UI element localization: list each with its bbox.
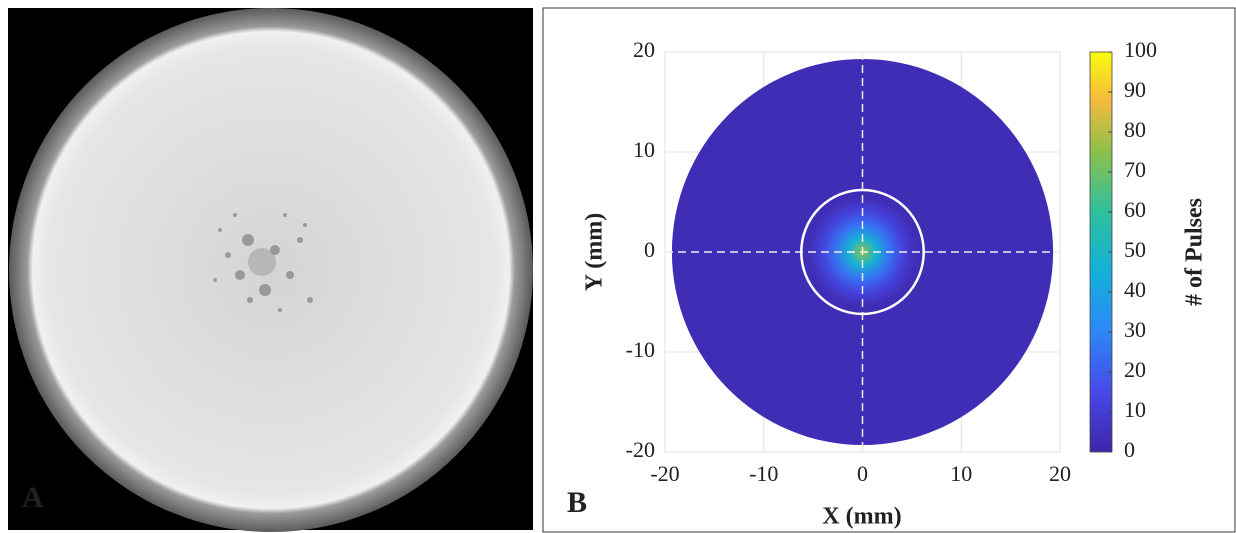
x-tick-label: -20 <box>650 461 679 486</box>
colorbar-tick-label: 90 <box>1124 77 1146 102</box>
x-tick-label: 0 <box>857 461 868 486</box>
y-tick-label: 10 <box>633 137 655 162</box>
x-tick-label: -10 <box>749 461 778 486</box>
colorbar-tick-label: 20 <box>1124 357 1146 382</box>
colorbar-tick-label: 50 <box>1124 237 1146 262</box>
y-tick-label: 20 <box>633 37 655 62</box>
panel-label: A <box>22 481 44 514</box>
colorbar-tick-label: 0 <box>1124 437 1135 462</box>
colorbar-tick-label: 60 <box>1124 197 1146 222</box>
x-axis-label: X (mm) <box>822 504 901 530</box>
y-tick-label: -20 <box>626 437 655 462</box>
y-tick-label: -10 <box>626 337 655 362</box>
colorbar-tick-label: 70 <box>1124 157 1146 182</box>
x-tick-label: 10 <box>950 461 972 486</box>
colorbar-label: # of Pulses <box>1182 198 1208 306</box>
panel-label: B <box>567 486 587 519</box>
colorbar-tick-label: 10 <box>1124 397 1146 422</box>
y-axis-label: Y (mm) <box>582 213 608 291</box>
figure: A B X (mm) Y (mm) # of Pulses -20 -10 0 10 2… <box>0 0 1236 533</box>
colorbar-tick-label: 30 <box>1124 317 1146 342</box>
colorbar-tick-label: 100 <box>1124 37 1157 62</box>
y-tick-label: 0 <box>644 237 655 262</box>
colorbar-tick-label: 40 <box>1124 277 1146 302</box>
colorbar-tick-label: 80 <box>1124 117 1146 142</box>
x-tick-label: 20 <box>1049 461 1071 486</box>
panel-a: A <box>8 8 533 532</box>
